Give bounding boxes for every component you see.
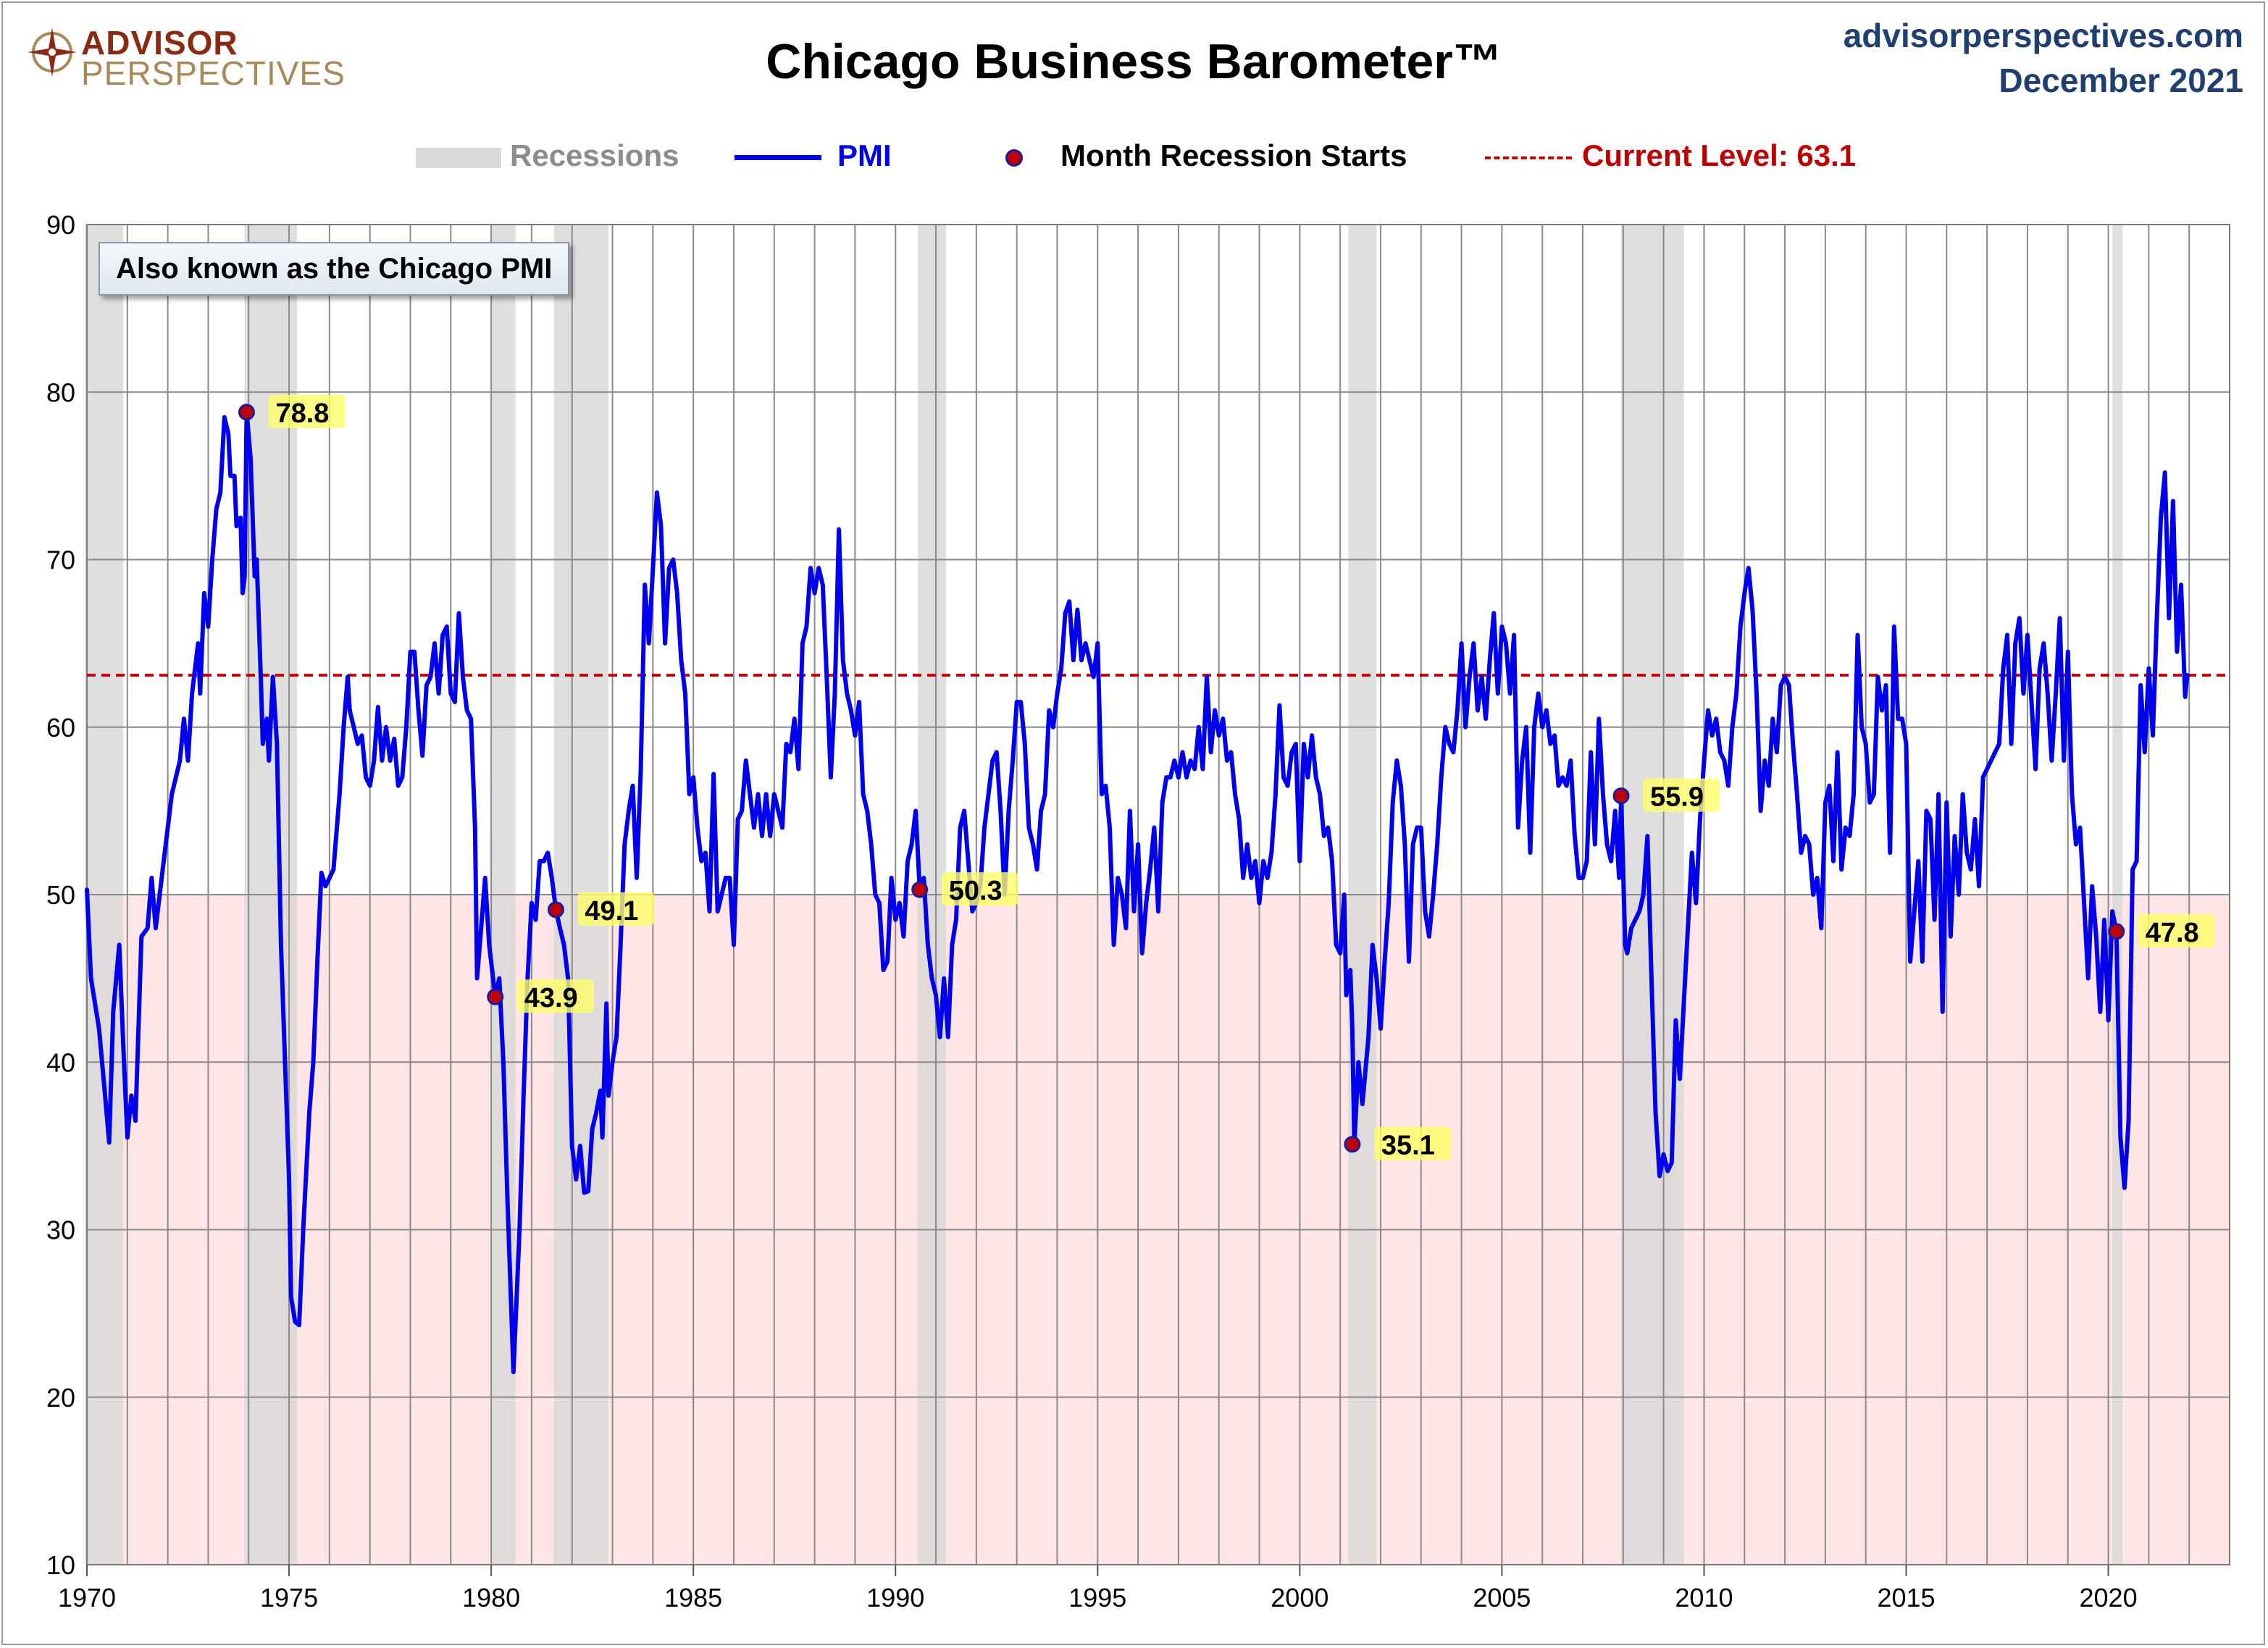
legend-pmi: PMI [735, 138, 892, 174]
x-tick-label: 2005 [1473, 1583, 1531, 1613]
marker-label-bg [2138, 913, 2215, 948]
marker-label-bg [577, 892, 655, 926]
y-tick-label: 90 [46, 210, 75, 240]
marker-label-bg [1373, 1126, 1451, 1160]
x-tick-label: 2000 [1271, 1583, 1328, 1613]
marker-value-label: 49.1 [585, 896, 638, 927]
y-tick-label: 40 [46, 1047, 75, 1077]
recession-start-marker [487, 988, 504, 1005]
recession-start-marker [1612, 787, 1630, 805]
y-tick-label: 10 [46, 1550, 75, 1580]
legend-recessions: Recessions [416, 138, 679, 174]
recession-start-marker [238, 403, 255, 421]
note-box: Also known as the Chicago PMI [99, 242, 570, 296]
compass-logo-icon [28, 28, 77, 77]
y-tick-label: 80 [46, 377, 75, 407]
marker-label-bg [268, 395, 346, 428]
marker-value-label: 50.3 [949, 876, 1003, 906]
marker-value-label: 35.1 [1381, 1131, 1435, 1161]
y-tick-label: 70 [46, 545, 75, 575]
legend-current-swatch [1485, 156, 1572, 159]
x-tick-label: 2010 [1675, 1583, 1733, 1613]
site-url[interactable]: advisorperspectives.com [1843, 17, 2243, 54]
chart-date: December 2021 [1999, 62, 2243, 99]
legend-recessions-swatch [416, 147, 501, 168]
legend-pmi-swatch [735, 155, 821, 161]
marker-label-bg [516, 979, 594, 1013]
y-tick-label: 30 [46, 1216, 75, 1245]
marker-value-label: 47.8 [2146, 918, 2199, 948]
legend-current-label: Current Level: 63.1 [1582, 138, 1857, 172]
marker-value-label: 43.9 [524, 983, 578, 1013]
brand-name-line2: PERSPECTIVES [81, 54, 346, 92]
x-tick-label: 1990 [866, 1583, 924, 1613]
y-tick-label: 60 [46, 713, 75, 743]
brand-logo: ADVISOR PERSPECTIVES [26, 22, 345, 92]
recession-start-marker [2108, 923, 2125, 940]
legend-current-level: Current Level: 63.1 [1485, 138, 1856, 174]
chart-title: Chicago Business Barometer™ [766, 34, 1502, 89]
x-tick-label: 1975 [260, 1583, 318, 1613]
recession-start-marker [911, 881, 929, 898]
x-tick-label: 1970 [58, 1583, 116, 1613]
recession-start-marker [547, 901, 564, 919]
y-tick-label: 50 [46, 880, 75, 910]
marker-label-bg [1643, 778, 1720, 812]
brand-name-line1: ADVISOR [81, 24, 238, 62]
x-tick-label: 1995 [1068, 1583, 1126, 1613]
legend-recessions-label: Recessions [510, 138, 679, 172]
marker-value-label: 55.9 [1650, 782, 1704, 813]
legend-markers-label: Month Recession Starts [1060, 138, 1407, 172]
legend-pmi-label: PMI [837, 138, 892, 172]
y-tick-label: 20 [46, 1383, 75, 1413]
x-tick-label: 1980 [462, 1583, 520, 1613]
pmi-series-line [85, 410, 2190, 1375]
x-tick-label: 2015 [1877, 1583, 1935, 1613]
x-tick-label: 1985 [664, 1583, 722, 1613]
legend-recession-markers: Month Recession Starts [1005, 138, 1407, 174]
marker-value-label: 78.8 [275, 398, 329, 429]
marker-label-bg [941, 872, 1018, 906]
recession-start-marker [1344, 1136, 1361, 1153]
legend-marker-dot-icon [1005, 149, 1023, 167]
x-tick-label: 2020 [2080, 1583, 2138, 1613]
